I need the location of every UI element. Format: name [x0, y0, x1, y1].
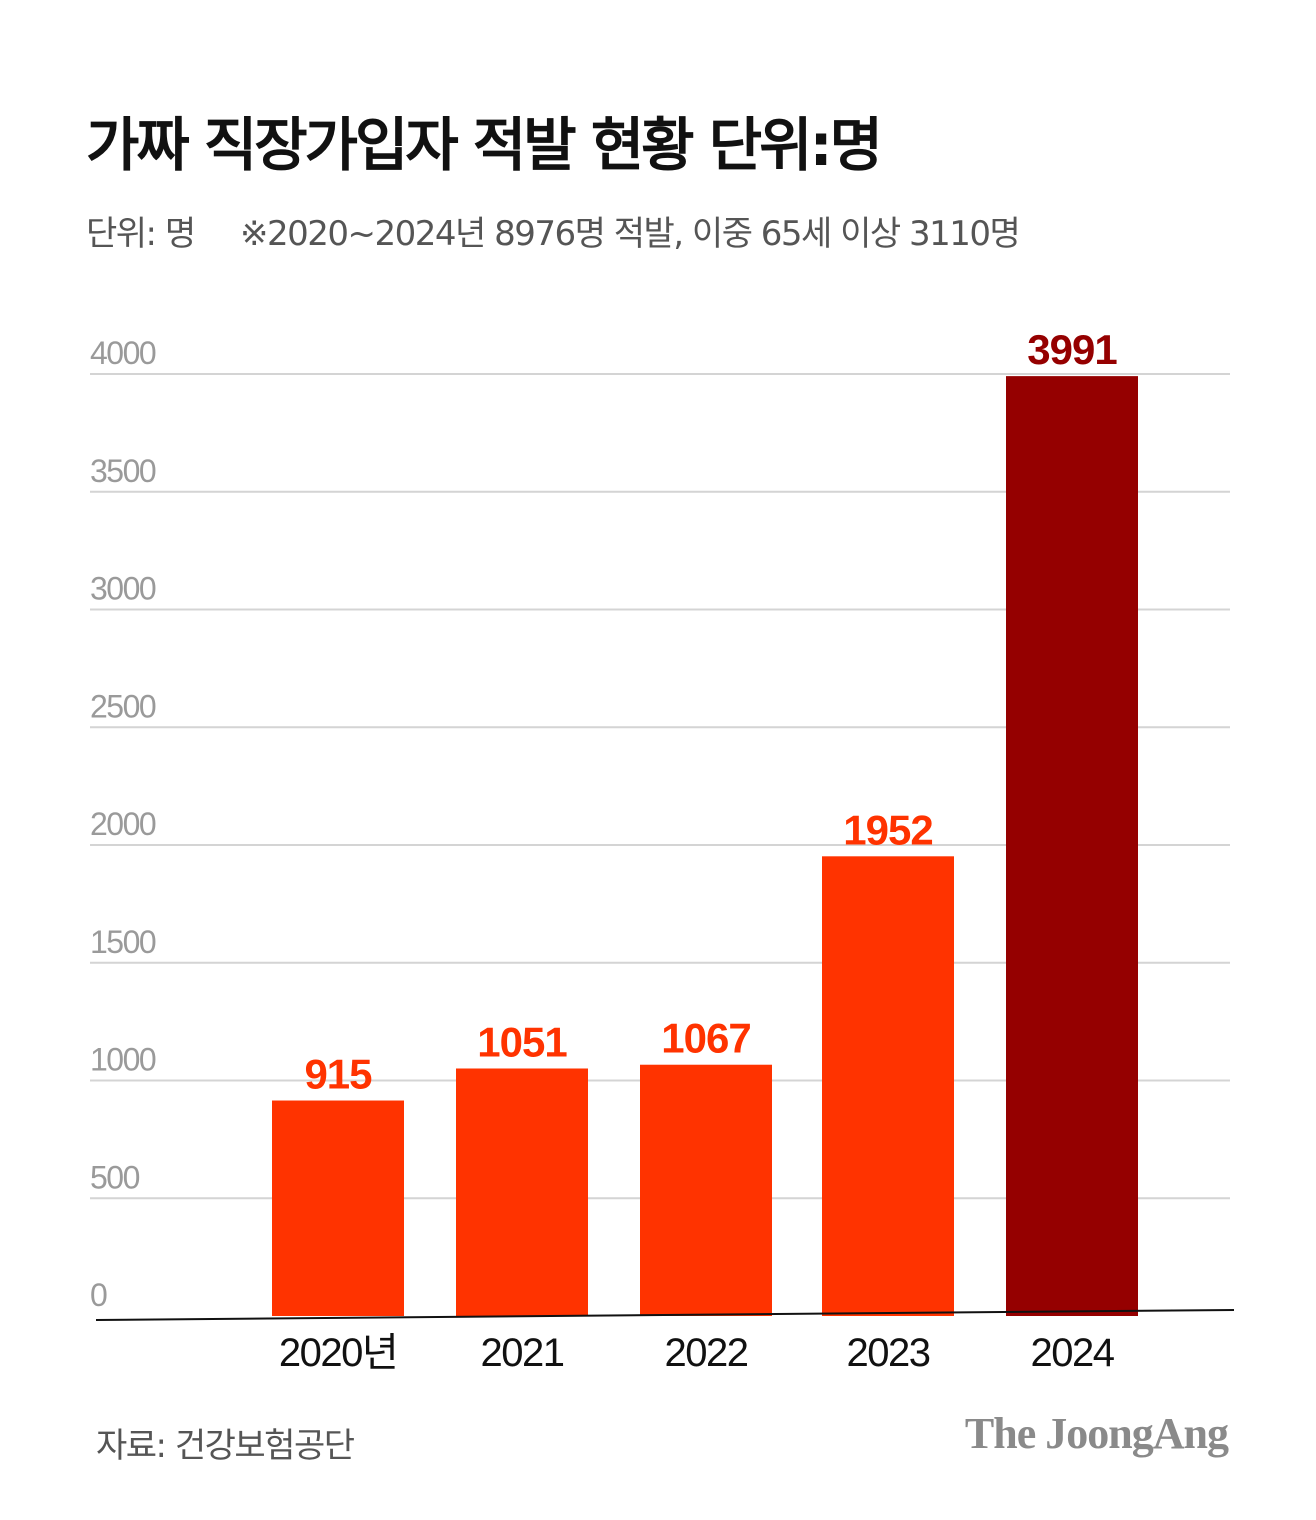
bar-2022	[640, 1064, 772, 1316]
bar-2020년	[272, 1100, 404, 1316]
y-axis-ticks: 0 500 1000 1500 2000 2500 3000 3500 4000	[90, 335, 157, 1313]
x-axis-ticks: 2020년 2021 2022 2023 2024	[279, 1331, 1116, 1375]
x-tick-label-2023: 2023	[847, 1331, 930, 1375]
bar-2023	[822, 856, 954, 1316]
bars	[272, 376, 1138, 1316]
y-tick-label-1000: 1000	[90, 1042, 156, 1078]
y-tick-label-3500: 3500	[90, 453, 156, 489]
x-tick-label-2024: 2024	[1031, 1331, 1115, 1375]
data-label-2021: 1051	[477, 1018, 567, 1065]
data-labels: 915 1051 1067 1952 3991	[304, 326, 1118, 1098]
y-tick-label-500: 500	[90, 1159, 140, 1195]
y-tick-label-0: 0	[90, 1277, 107, 1313]
x-tick-label-2020년: 2020년	[279, 1331, 397, 1375]
summary-note: ※2020~2024년 8976명 적발, 이중 65세 이상 3110명	[240, 214, 1021, 254]
bar-chart: 0 500 1000 1500 2000 2500 3000 3500 4000 915 1051…	[90, 326, 1235, 1375]
y-tick-label-4000: 4000	[90, 335, 156, 371]
y-tick-label-3000: 3000	[90, 571, 156, 607]
data-label-2022: 1067	[661, 1015, 750, 1062]
y-tick-label-1500: 1500	[90, 924, 156, 960]
source-note: 자료: 건강보험공단	[96, 1426, 355, 1466]
brand-logo: The JoongAng	[964, 1409, 1229, 1458]
y-tick-label-2000: 2000	[90, 806, 156, 842]
x-tick-label-2022: 2022	[665, 1331, 748, 1375]
y-tick-label-2500: 2500	[90, 688, 156, 724]
x-tick-label-2021: 2021	[481, 1331, 564, 1375]
x-axis-line	[95, 1309, 1235, 1321]
data-label-2020년: 915	[304, 1051, 372, 1098]
unit-label: 단위: 명	[86, 214, 196, 254]
data-label-2024: 3991	[1027, 326, 1117, 373]
chart-title: 가짜 직장가입자 적발 현황 단위:명	[86, 111, 883, 179]
data-label-2023: 1952	[843, 806, 932, 853]
bar-2021	[456, 1068, 588, 1316]
bar-2024	[1006, 376, 1138, 1316]
